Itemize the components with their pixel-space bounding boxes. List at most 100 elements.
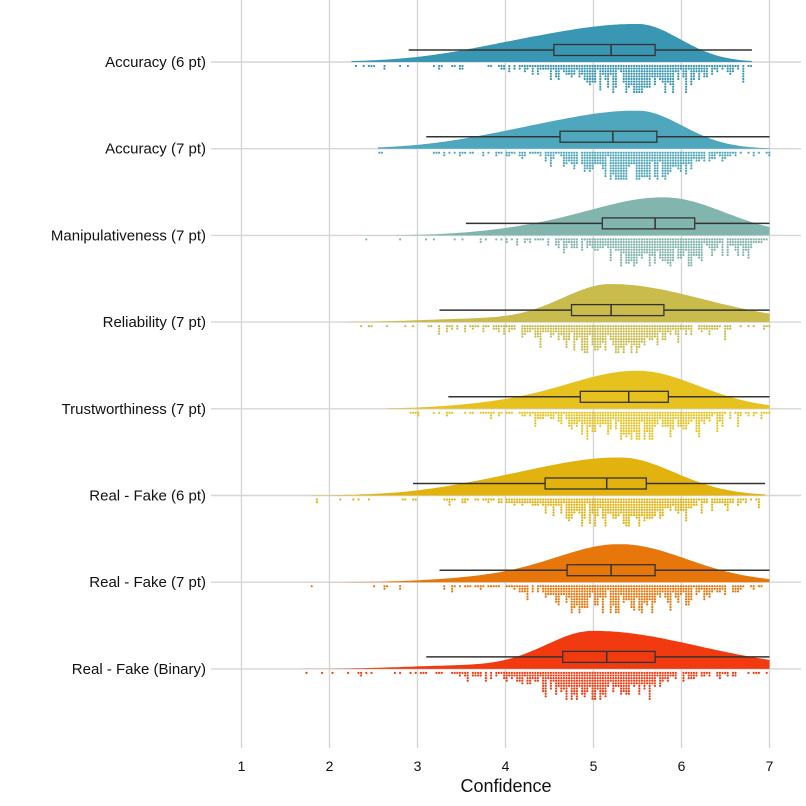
data-point [628,596,630,598]
data-point [641,680,643,682]
data-point [651,152,653,154]
data-point [625,172,627,174]
data-point [459,672,461,674]
data-point [615,596,617,598]
data-point [677,154,679,156]
data-point [451,328,453,330]
data-point [599,417,601,419]
data-point [568,680,570,682]
data-point [680,593,682,595]
data-point [677,585,679,587]
data-point [646,430,648,432]
data-point [550,680,552,682]
data-point [490,672,492,674]
data-point [568,68,570,70]
data-point [612,154,614,156]
data-point [594,341,596,343]
data-point [716,672,718,674]
data-point [591,430,593,432]
data-point [526,498,528,500]
data-point [565,690,567,692]
data-point [656,73,658,75]
data-point [706,75,708,77]
data-point [630,598,632,600]
data-point [656,159,658,161]
data-point [607,330,609,332]
data-point [630,430,632,432]
data-point [698,241,700,243]
data-point [599,78,601,80]
data-point [477,674,479,676]
data-point [568,677,570,679]
data-point [677,420,679,422]
data-point [578,75,580,77]
data-point [688,672,690,674]
data-point [597,414,599,416]
data-point [638,178,640,180]
data-point [656,68,658,70]
data-point [555,685,557,687]
data-point [714,238,716,240]
data-point [654,167,656,169]
data-point [643,680,645,682]
data-point [513,588,515,590]
data-point [672,425,674,427]
data-point [711,509,713,511]
data-point [745,244,747,246]
data-point [620,259,622,261]
data-point [656,238,658,240]
data-point [667,601,669,603]
data-point [464,330,466,332]
data-point [630,412,632,414]
data-point [615,593,617,595]
data-point [576,417,578,419]
data-point [669,325,671,327]
data-point [620,246,622,248]
data-point [565,585,567,587]
data-point [656,241,658,243]
data-point [597,346,599,348]
data-point [643,435,645,437]
data-point [649,330,651,332]
data-point [659,498,661,500]
data-point [571,238,573,240]
data-point [633,88,635,90]
data-point [625,341,627,343]
data-point [703,325,705,327]
data-point [383,65,385,67]
data-point [581,687,583,689]
data-point [628,693,630,695]
data-point [565,596,567,598]
data-point [555,674,557,676]
data-point [628,70,630,72]
data-point [438,325,440,327]
data-point [368,498,370,500]
data-point [630,154,632,156]
data-point [651,601,653,603]
data-point [565,328,567,330]
data-point [568,335,570,337]
data-point [576,504,578,506]
data-point [669,330,671,332]
data-point [524,68,526,70]
data-point [571,603,573,605]
data-point [555,498,557,500]
data-point [617,611,619,613]
data-point [571,330,573,332]
data-point [646,325,648,327]
data-point [682,162,684,164]
data-point [617,585,619,587]
data-point [675,246,677,248]
data-point [581,522,583,524]
data-point [581,606,583,608]
data-point [654,238,656,240]
data-point [638,430,640,432]
data-point [654,162,656,164]
data-point [586,588,588,590]
data-point [620,343,622,345]
data-point [646,75,648,77]
category-label: Real - Fake (7 pt) [89,574,206,591]
data-point [620,241,622,243]
data-point [721,254,723,256]
data-point [565,677,567,679]
